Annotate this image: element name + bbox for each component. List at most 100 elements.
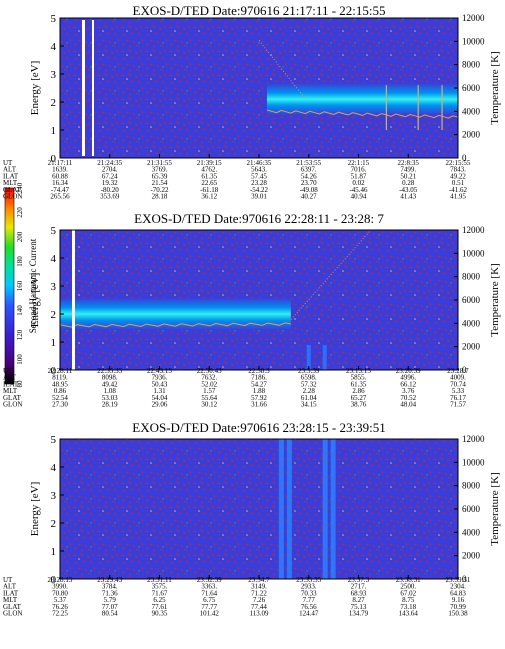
orbit-cell: 67.02 [400, 589, 416, 597]
orbit-cell: 3363. [201, 583, 217, 591]
orbit-cell: 53.03 [102, 394, 118, 402]
chart-title: EXOS-D/TED Date:970616 23:28:15 - 23:39:… [132, 420, 385, 435]
y2-tick-label: 8000 [462, 272, 481, 282]
orbit-cell: 22:50:43 [197, 367, 222, 375]
orbit-cell: 6397. [301, 166, 317, 174]
orbit-cell: 51.87 [351, 172, 367, 180]
y2-tick-label: 4000 [462, 106, 481, 116]
data-gap-stripe [72, 230, 75, 370]
orbit-cell: 21.54 [152, 179, 168, 187]
vertical-stripe [322, 439, 328, 579]
orbit-cell: 67.24 [102, 172, 118, 180]
y-tick-label: 3 [51, 69, 57, 81]
vertical-stripe [330, 439, 336, 579]
orbit-row-label: MLT [3, 179, 18, 187]
orbit-cell: 48.95 [52, 380, 68, 388]
orbit-cell: 54.04 [152, 394, 168, 402]
orbit-cell: 34.15 [301, 401, 317, 409]
y-tick-label: 1 [51, 125, 57, 137]
orbit-cell: 3149. [251, 583, 267, 591]
vertical-stripe [278, 439, 284, 579]
ascending-trace [258, 40, 308, 102]
colorbar-tick-label: 200 [16, 231, 24, 242]
y2-tick-label: 8000 [462, 481, 481, 491]
emission-band [266, 83, 458, 116]
orbit-cell: 76.56 [301, 603, 317, 611]
orbit-cell: 22:15:55 [446, 159, 471, 167]
orbit-cell: -70.22 [150, 186, 169, 194]
orbit-cell: 3990. [52, 583, 68, 591]
orbit-cell: 6.75 [203, 596, 216, 604]
orbit-cell: 66.12 [400, 380, 416, 388]
y-axis-label: Energy [eV] [29, 273, 41, 327]
orbit-cell: 52.02 [201, 380, 217, 388]
orbit-cell: 3.76 [402, 387, 415, 395]
y-tick-label: 0 [51, 153, 57, 165]
orbit-cell: 68.93 [351, 589, 367, 597]
y-tick-label: 0 [51, 365, 57, 377]
orbit-cell: 23:28:15 [48, 576, 73, 584]
y2-tick-label: 10000 [462, 248, 485, 258]
orbit-cell: 54.27 [251, 380, 267, 388]
colorbar-tick-label: 240 [16, 182, 24, 193]
y2-axis-label: Temperature [K] [489, 263, 501, 336]
orbit-cell: 7843. [450, 166, 466, 174]
colorbar-tick-label: 140 [16, 305, 24, 316]
orbit-cell: 9.16 [452, 596, 465, 604]
orbit-cell: 7936. [152, 374, 168, 382]
y-tick-label: 3 [51, 281, 57, 293]
y2-tick-label: 6000 [462, 295, 481, 305]
orbit-cell: 6.25 [153, 596, 166, 604]
orbit-cell: -61.18 [200, 186, 219, 194]
y2-tick-label: 0 [462, 365, 467, 375]
y-tick-label: 3 [51, 490, 57, 502]
orbit-cell: 7186. [251, 374, 267, 382]
orbit-cell: 39.01 [251, 193, 267, 201]
orbit-cell: 16.34 [52, 179, 68, 187]
orbit-cell: 23:13:15 [346, 367, 371, 375]
colorbar: 80 100 120 140 160 180 200 220 240 Second Harmoni… [4, 182, 38, 388]
y-tick-label: 4 [51, 41, 57, 53]
orbit-cell: 23:5:39 [298, 367, 320, 375]
orbit-row-label: ALT [3, 583, 17, 591]
orbit-cell: 54.26 [301, 172, 317, 180]
orbit-cell: 61.04 [301, 394, 317, 402]
orbit-cell: 77.07 [102, 603, 118, 611]
colorbar-gradient [4, 187, 15, 385]
orbit-cell: -43.05 [399, 186, 418, 194]
emission-band [60, 298, 291, 330]
orbit-cell: 23:35:35 [296, 576, 321, 584]
orbit-cell: 5643. [251, 166, 267, 174]
orbit-cell: 60.88 [52, 172, 68, 180]
y-tick-label: 4 [51, 462, 57, 474]
orbit-cell: 52.54 [52, 394, 68, 402]
orbit-cell: 8119. [52, 374, 68, 382]
panel-1: EXOS-D/TED Date:970616 21:17:11 - 22:15:… [3, 3, 501, 201]
orbit-cell: 61.35 [201, 172, 217, 180]
orbit-cell: 64.83 [450, 589, 466, 597]
orbit-cell: 22:1:15 [348, 159, 370, 167]
colorbar-tick-label: 80 [16, 380, 24, 388]
orbit-cell: 31.66 [251, 401, 267, 409]
colorbar-tick-label: 220 [16, 207, 24, 218]
orbit-cell: 1.57 [203, 387, 216, 395]
orbit-cell: 5.79 [104, 596, 117, 604]
y-tick-label: 5 [51, 225, 57, 237]
y2-tick-label: 8000 [462, 60, 481, 70]
orbit-cell: 2933. [301, 583, 317, 591]
orbit-row-label: ILAT [3, 380, 19, 388]
orbit-cell: 101.42 [200, 610, 220, 618]
orbit-cell: 7632. [201, 374, 217, 382]
orbit-row-label: GLAT [3, 186, 22, 194]
temperature-trace [266, 109, 459, 119]
orbit-cell: 29.06 [152, 401, 168, 409]
y2-tick-label: 6000 [462, 83, 481, 93]
orbit-cell: 21:46:35 [247, 159, 272, 167]
orbit-cell: 22:43:15 [147, 367, 172, 375]
orbit-cell: 2500. [400, 583, 416, 591]
orbit-cell: 19.32 [102, 179, 118, 187]
panel-3: EXOS-D/TED Date:970616 23:28:15 - 23:39:… [3, 420, 501, 618]
orbit-cell: 5.33 [452, 387, 465, 395]
orbit-cell: -80.20 [101, 186, 120, 194]
data-gap-stripe [92, 20, 94, 156]
